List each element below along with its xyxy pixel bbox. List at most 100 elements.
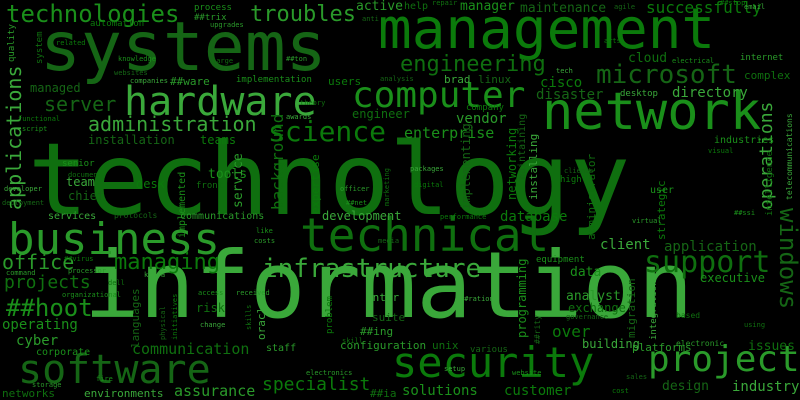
- word-services: services: [48, 211, 97, 222]
- word-stop: ##stop: [720, 0, 746, 7]
- word-hardware: hardware: [124, 79, 317, 125]
- word-issues: issues: [748, 339, 795, 354]
- word-document: document: [68, 171, 102, 179]
- word-installation: installation: [88, 133, 175, 147]
- word-media: media: [378, 237, 400, 245]
- word-physical: physical: [159, 306, 167, 340]
- word-large: large: [212, 57, 234, 65]
- word-agile: agile: [614, 3, 636, 11]
- word-clients: clients: [564, 167, 594, 175]
- word-automation: automation: [90, 19, 145, 29]
- word-websites: websites: [114, 69, 148, 77]
- word-email: email: [744, 3, 766, 11]
- word-managed: managed: [30, 81, 81, 95]
- word-industry: industry: [732, 379, 800, 395]
- word-project: project: [648, 339, 800, 380]
- word-cloud: cloud: [628, 51, 668, 66]
- word-microsoft: microsoft: [596, 60, 737, 90]
- word-electronic: electronic: [676, 339, 725, 348]
- word-initiatives: initiatives: [171, 293, 179, 340]
- word-kenya: kenya: [144, 271, 166, 279]
- word-intelligence: intelligence: [765, 150, 775, 216]
- word-implementing: implementing: [459, 123, 473, 210]
- word-desktop: desktop: [620, 89, 658, 99]
- word-desk: desk: [136, 177, 165, 191]
- word-packages: packages: [410, 165, 444, 173]
- word-processor: processor: [68, 267, 106, 275]
- word-integration: integration: [649, 280, 659, 340]
- word-problem: problem: [325, 296, 335, 334]
- word-setup: setup: [444, 365, 466, 373]
- word-network: network: [542, 82, 762, 142]
- word-organizational: organizational: [62, 291, 122, 299]
- word-projects: projects: [4, 272, 91, 293]
- word-knowledge: knowledge: [118, 55, 156, 63]
- word-infrastructure: infrastructure: [262, 254, 482, 284]
- word-teams: teams: [200, 133, 237, 147]
- word-performance: performance: [440, 213, 487, 221]
- word-functional: functional: [18, 115, 61, 123]
- word-expertise: expertise: [309, 154, 322, 214]
- word-ia: ##ia: [370, 387, 397, 400]
- word-ing: ##ing: [360, 325, 394, 338]
- word-telecommunications: telecommunications: [785, 113, 794, 200]
- word-server: server: [44, 92, 117, 116]
- word-hoot: ##hoot: [6, 294, 93, 322]
- word-unix: unix: [432, 339, 459, 352]
- word-dell: dell: [108, 279, 125, 287]
- word-client: client: [600, 237, 651, 253]
- word-manager: manager: [460, 0, 515, 14]
- word-managing: managing: [114, 250, 220, 275]
- word-executive: executive: [700, 271, 766, 285]
- word-science: science: [268, 115, 387, 148]
- word-corporate: corporate: [36, 347, 91, 358]
- word-implementation: implementation: [236, 75, 312, 85]
- word-support: support: [644, 245, 771, 280]
- word-platforms: platforms: [632, 341, 692, 354]
- word-enterprise: enterprise: [404, 124, 495, 142]
- word-internet: internet: [740, 53, 784, 63]
- word-help: help: [404, 1, 429, 12]
- word-user: user: [650, 185, 675, 196]
- word-received: received: [236, 289, 270, 297]
- word-suite: suite: [372, 311, 406, 324]
- word-vendor: vendor: [456, 111, 507, 127]
- word-brad: brad: [444, 73, 471, 86]
- word-systems: systems: [40, 8, 327, 87]
- word-over: over: [552, 322, 591, 341]
- word-electrical: electrical: [672, 57, 715, 65]
- word-change: change: [200, 321, 226, 329]
- word-skills: skills: [245, 304, 253, 330]
- word-equipment: equipment: [536, 255, 585, 265]
- word-net: ##net: [346, 199, 368, 207]
- word-visual: visual: [708, 147, 734, 155]
- word-computer: computer: [352, 75, 526, 116]
- word-successfully: successfully: [646, 0, 762, 17]
- word-design: design: [662, 379, 709, 394]
- word-tech: tech: [556, 67, 573, 75]
- word-software: software: [18, 347, 211, 393]
- word-based: based: [676, 311, 701, 320]
- word-analysis: analysis: [380, 75, 414, 83]
- word-complex: complex: [744, 69, 791, 82]
- word-background: background: [268, 113, 287, 210]
- word-ton: ##ton: [286, 55, 308, 63]
- word-ration: ##ration: [460, 295, 494, 303]
- word-maintenance: maintenance: [520, 1, 607, 16]
- word-languages: languages: [129, 288, 142, 348]
- word-windows: windows: [774, 208, 800, 310]
- word-operating: operating: [2, 317, 78, 333]
- word-script: script: [22, 125, 48, 133]
- word-linux: linux: [478, 73, 512, 86]
- word-engineer: engineer: [352, 107, 410, 121]
- word-high: high: [560, 175, 582, 185]
- word-exchange: exchange: [568, 301, 626, 315]
- word-cyber: cyber: [16, 333, 59, 349]
- word-protocols: protocols: [114, 211, 158, 220]
- word-development: development: [322, 209, 402, 223]
- word-electronics: electronics: [306, 369, 353, 377]
- word-environments: environments: [84, 387, 164, 400]
- word-ware: ##ware: [170, 75, 210, 88]
- word-digital: digital: [414, 181, 444, 189]
